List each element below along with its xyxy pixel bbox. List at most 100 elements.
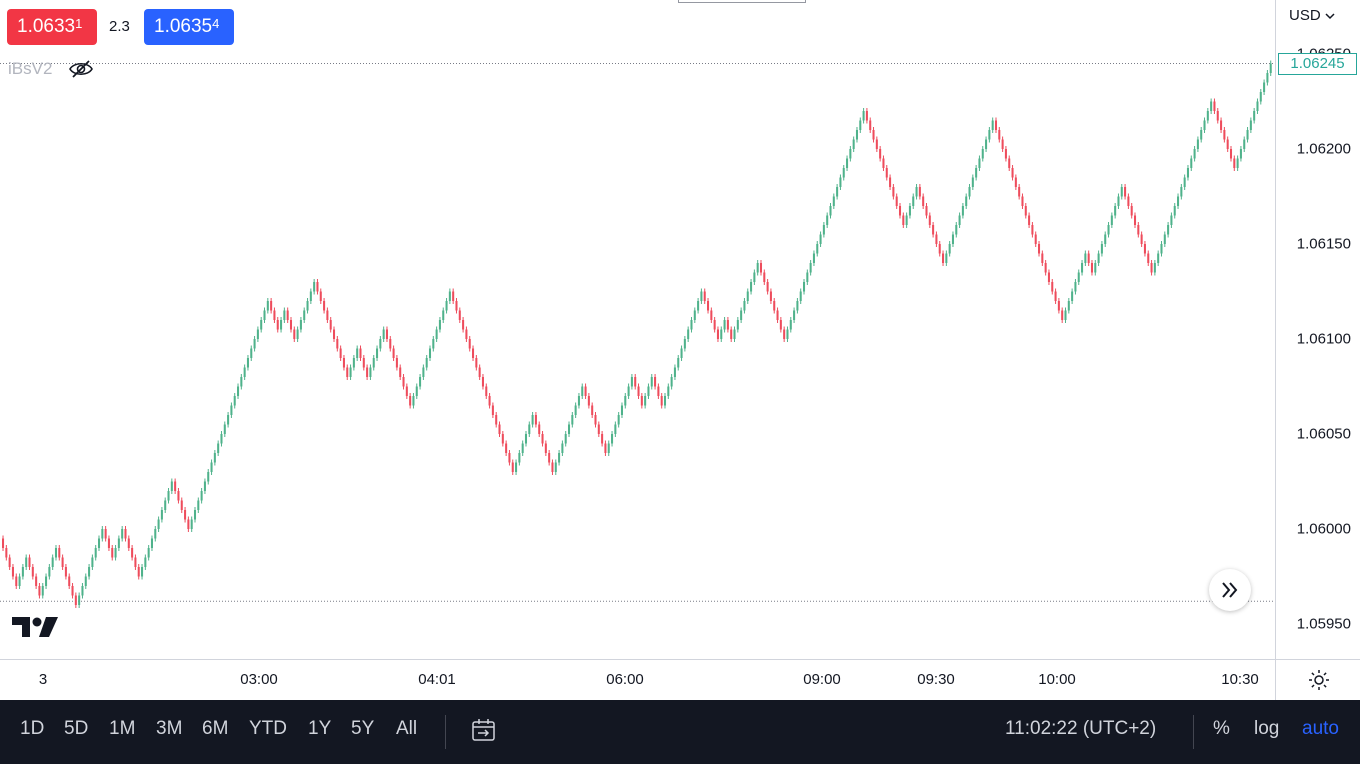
renko-brick-down [1147,253,1150,263]
time-axis[interactable]: 3 03:00 04:01 06:00 09:00 09:30 10:00 10:30 [0,659,1275,701]
renko-brick-down [488,396,491,406]
renko-brick-down [74,595,77,605]
bid-price: 1.0633 [17,16,76,37]
renko-brick-down [1008,158,1011,168]
eye-off-icon[interactable] [68,58,94,85]
price-tick-label: 1.06200 [1296,140,1351,158]
range-5y-button[interactable]: 5Y [351,718,375,739]
renko-brick-up [819,234,822,244]
renko-brick-up [210,462,213,472]
renko-brick-up [720,329,723,339]
log-scale-button[interactable]: log [1254,718,1280,739]
renko-brick-down [5,548,8,558]
renko-brick-up [1200,130,1203,140]
range-1d-button[interactable]: 1D [20,718,45,739]
renko-brick-down [759,263,763,273]
renko-brick-up [690,320,693,330]
renko-brick-up [968,187,971,197]
renko-brick-up [237,386,240,396]
price-axis[interactable]: USD 1.062501.062001.061501.061001.060501… [1275,0,1360,659]
renko-brick-up [908,206,911,216]
renko-brick-down [468,339,471,349]
renko-brick-down [1226,139,1229,149]
renko-brick-up [1206,111,1209,121]
range-all-button[interactable]: All [396,718,418,739]
range-5d-button[interactable]: 5D [64,718,89,739]
renko-brick-down [134,557,137,567]
renko-brick-up [356,348,359,358]
renko-brick-up [988,130,991,140]
renko-brick-down [1223,130,1226,140]
renko-brick-down [332,329,336,339]
renko-brick-up [246,358,249,368]
chart-pane[interactable]: 1.06331 2.3 1.06354 iBsV2 [0,0,1275,659]
percent-scale-button[interactable]: % [1213,718,1230,739]
indicator-label[interactable]: iBsV2 [8,59,53,78]
renko-brick-up [97,538,101,548]
range-1y-button[interactable]: 1Y [308,718,332,739]
renko-brick-up [736,320,739,330]
ask-button[interactable]: 1.06354 [144,9,234,45]
renko-brick-up [197,500,200,510]
renko-brick-up [756,263,759,273]
renko-chart[interactable] [0,0,1275,659]
chart-settings-corner[interactable] [1275,659,1360,701]
renko-brick-down [594,415,597,425]
renko-brick-up [581,386,584,396]
renko-brick-up [796,301,799,311]
renko-brick-up [1097,253,1100,263]
renko-brick-down [763,272,766,282]
renko-brick-up [528,424,531,434]
tradingview-logo[interactable] [12,615,60,644]
renko-brick-down [184,510,187,520]
renko-brick-down [107,538,110,548]
renko-brick-down [270,301,273,311]
auto-scale-button[interactable]: auto [1302,718,1339,739]
renko-brick-up [1170,215,1173,225]
renko-brick-up [432,339,435,349]
renko-brick-up [829,206,832,216]
renko-brick-down [511,462,514,472]
renko-brick-up [524,434,528,444]
renko-brick-down [1137,225,1140,235]
range-3m-button[interactable]: 3M [156,718,183,739]
goto-date-icon[interactable] [470,717,498,750]
currency-selector[interactable]: USD [1289,7,1335,24]
renko-brick-up [617,415,620,425]
bid-button[interactable]: 1.06331 [7,9,97,45]
range-6m-button[interactable]: 6M [202,718,229,739]
renko-brick-down [1021,196,1024,206]
renko-brick-up [912,196,915,206]
price-tick-label: 1.06100 [1296,330,1351,348]
renko-brick-down [994,120,998,130]
renko-brick-up [382,329,385,339]
renko-brick-up [303,310,306,320]
renko-brick-up [200,491,203,501]
renko-brick-down [640,396,643,406]
renko-brick-up [1180,187,1183,197]
renko-brick-up [114,548,117,558]
renko-brick-up [280,320,283,330]
clock-timezone[interactable]: 11:02:22 (UTC+2) [1005,718,1157,739]
renko-brick-up [839,177,842,187]
renko-brick-up [1210,101,1213,111]
time-tick-label: 03:00 [240,671,278,688]
renko-brick-up [740,310,743,320]
renko-brick-up [561,443,564,453]
renko-brick-up [412,396,415,406]
renko-brick-down [875,139,878,149]
renko-brick-down [935,234,938,244]
renko-brick-down [551,462,554,472]
renko-brick-up [376,348,379,358]
renko-brick-down [1014,177,1017,187]
range-1m-button[interactable]: 1M [109,718,136,739]
range-ytd-button[interactable]: YTD [249,718,287,739]
renko-brick-down [932,225,935,235]
scroll-to-realtime-button[interactable] [1209,569,1251,611]
renko-brick-down [1044,263,1047,273]
renko-brick-up [647,386,650,396]
renko-brick-down [1054,291,1057,301]
renko-brick-up [693,310,696,320]
renko-brick-down [180,500,183,510]
renko-brick-up [1081,263,1084,273]
